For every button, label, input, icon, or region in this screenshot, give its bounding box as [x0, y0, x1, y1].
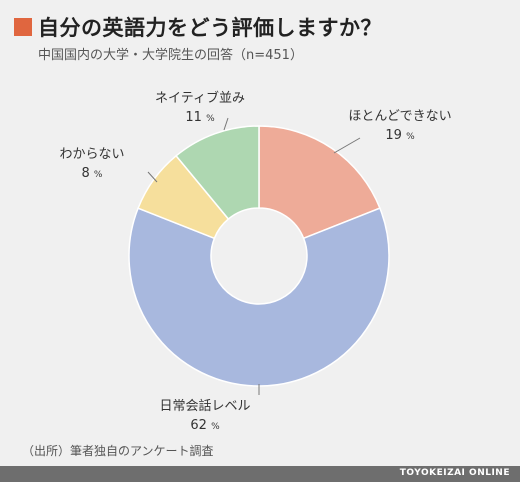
footer-bar: TOYOKEIZAI ONLINE	[0, 466, 520, 482]
chart-subtitle: 中国国内の大学・大学院生の回答（n=451）	[38, 48, 303, 63]
title-accent-square	[14, 18, 32, 36]
slice-0	[258, 125, 381, 240]
title-row: 自分の英語力をどう評価しますか？	[14, 12, 382, 42]
footer-brand: TOYOKEIZAI ONLINE	[399, 468, 510, 478]
slice-value-0: 19 %	[385, 128, 415, 143]
slice-label-3: ネイティブ並み	[155, 90, 245, 106]
slice-value-3: 11 %	[185, 110, 215, 125]
source-note: （出所）筆者独自のアンケート調査	[22, 444, 214, 458]
slice-label-1: 日常会話レベル	[159, 398, 250, 414]
slice-label-2: わからない	[59, 147, 124, 162]
slice-value-1: 62 %	[190, 418, 220, 433]
slice-label-0: ほとんどできない	[348, 109, 451, 124]
slice-1	[128, 207, 390, 387]
leader-line-3	[223, 117, 229, 131]
slice-value-2: 8 %	[82, 166, 103, 181]
leader-line-0	[333, 137, 361, 154]
chart-title: 自分の英語力をどう評価しますか？	[38, 16, 382, 40]
slice-3	[175, 125, 260, 221]
leader-line-2	[147, 171, 158, 183]
